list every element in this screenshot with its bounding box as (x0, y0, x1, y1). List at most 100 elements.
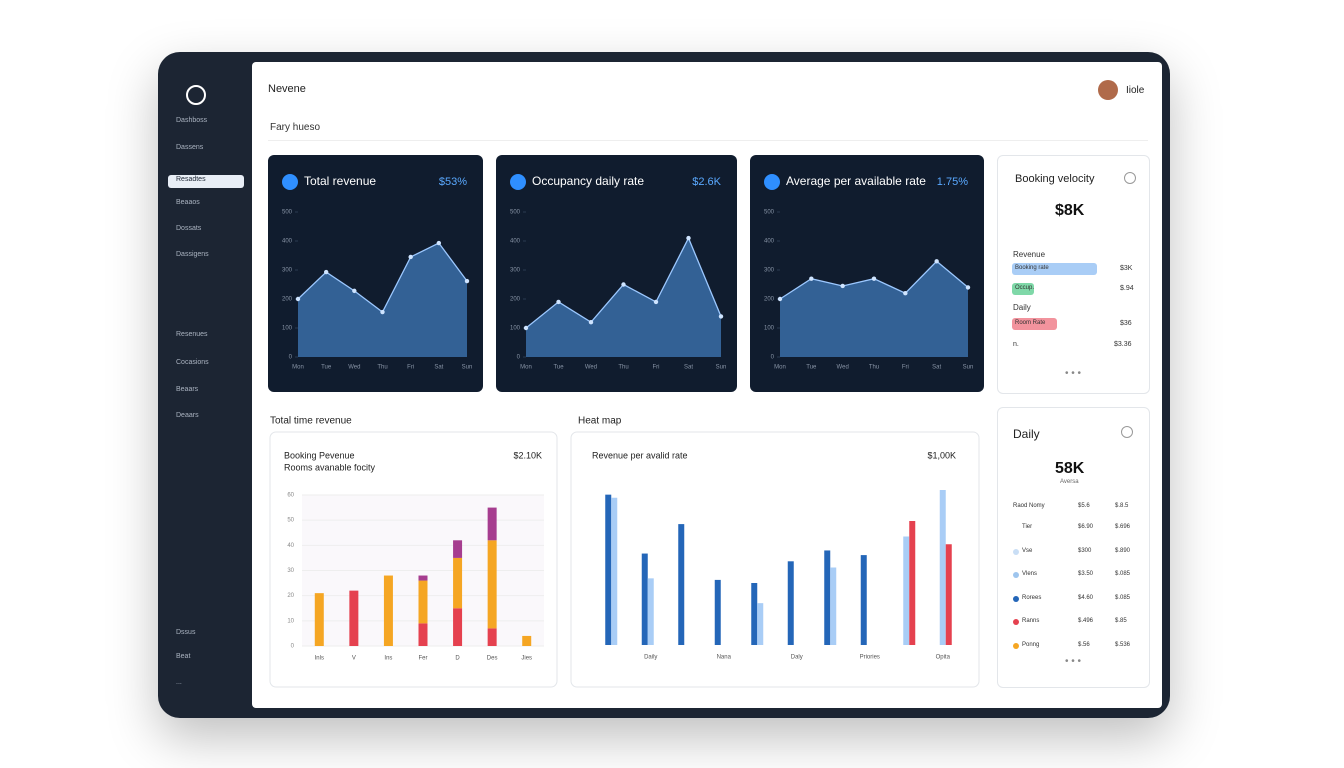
progress-bar (1012, 263, 1097, 275)
table-header: $5.6 (1078, 503, 1090, 509)
nav-item[interactable]: Resenues (176, 331, 208, 338)
chart-subtitle: Rooms avanable focity (284, 462, 376, 472)
table-cell: $3.50 (1078, 571, 1094, 577)
x-tick-label: Sun (716, 365, 727, 371)
info-icon[interactable] (1124, 172, 1136, 184)
x-tick-label: Sat (932, 365, 941, 371)
logo (186, 85, 206, 105)
pager-dots[interactable]: • • • (1065, 368, 1082, 379)
bar-segment (487, 540, 497, 629)
table-cell: $.496 (1078, 618, 1094, 624)
table-cell: $4.60 (1078, 594, 1094, 601)
y-tick-label: 40 (287, 543, 294, 549)
point (934, 259, 939, 264)
x-tick-label: Daly (791, 655, 803, 661)
x-tick-label: Tue (553, 365, 564, 371)
user-name: Iiole (1126, 85, 1145, 96)
table-cell: $.85 (1115, 618, 1127, 624)
nav-item[interactable]: Dashboss (176, 117, 208, 124)
table-header: $.8.5 (1115, 503, 1129, 509)
nav-item[interactable]: Beat (176, 653, 191, 660)
x-tick-label: Priories (860, 655, 880, 661)
chart-value: $53% (439, 176, 467, 188)
x-tick-label: Thu (869, 365, 879, 371)
point (464, 278, 470, 284)
nav-item[interactable]: Dassigens (176, 251, 209, 258)
bar-segment (453, 557, 463, 609)
point (436, 240, 442, 246)
velocity-value: $8K (1055, 202, 1085, 219)
table-cell: Vse (1022, 547, 1033, 554)
page-subtitle: Fary hueso (270, 122, 321, 133)
y-tick-label: 400 (764, 239, 775, 245)
x-tick-label: Wed (837, 365, 849, 371)
pager-dots[interactable]: • • • (1065, 656, 1082, 667)
x-tick-label: Daily (644, 655, 657, 661)
y-tick-label: 300 (764, 268, 775, 274)
x-tick-label: Opita (936, 655, 951, 661)
x-tick-label: Fri (653, 365, 660, 371)
bar (939, 490, 946, 645)
legend-dot (1013, 619, 1019, 625)
x-tick-label: Wed (348, 365, 360, 371)
nav-highlight[interactable] (168, 175, 244, 188)
point (653, 299, 659, 305)
bar (860, 555, 867, 645)
nav-item[interactable]: Cocasions (176, 359, 209, 366)
table-cell: Ponng (1022, 641, 1040, 648)
bar (824, 550, 831, 645)
nav-item[interactable]: Beaaos (176, 199, 200, 206)
area (298, 243, 467, 357)
legend-dot (1013, 642, 1019, 649)
page-title: Nevene (268, 83, 306, 95)
bar-segment (418, 623, 428, 646)
x-tick-label: Fer (419, 656, 428, 662)
info-icon[interactable] (1121, 426, 1133, 438)
nav-item[interactable]: ... (176, 679, 182, 686)
nav-item[interactable]: Dssus (176, 629, 196, 636)
footer-value: $3.36 (1114, 341, 1132, 348)
y-tick-label: 0 (289, 355, 293, 361)
nav-item[interactable]: Resadtes (176, 176, 206, 183)
y-tick-label: 100 (764, 326, 775, 332)
y-tick-label: 400 (510, 239, 521, 245)
x-tick-label: Ins (384, 656, 392, 662)
y-tick-label: 100 (510, 326, 521, 332)
section-title: Total time revenue (270, 416, 352, 427)
bar-value: $.94 (1120, 285, 1134, 292)
nav-item[interactable]: Beaars (176, 386, 199, 393)
y-tick-label: 0 (771, 355, 775, 361)
bar (751, 583, 758, 645)
x-tick-label: Sat (434, 365, 443, 371)
nav-item[interactable]: Dossats (176, 225, 202, 232)
daily-caption: Aversa (1060, 479, 1079, 485)
chart-value: $2.6K (692, 176, 721, 188)
table-cell: $.085 (1115, 594, 1131, 601)
point (965, 285, 971, 290)
bar-label: Room Rate (1015, 320, 1046, 326)
legend-dot (1013, 595, 1019, 602)
icon (764, 174, 780, 190)
divider (268, 140, 1148, 141)
y-tick-label: 500 (764, 210, 775, 216)
bar (714, 579, 721, 645)
velocity-title: Booking velocity (1015, 173, 1095, 185)
bar-value: $36 (1120, 320, 1132, 327)
table-cell: $.536 (1115, 641, 1131, 648)
point (588, 320, 594, 325)
point (777, 296, 783, 302)
y-tick-label: 30 (287, 568, 294, 574)
bar (647, 578, 654, 645)
bar-segment (418, 580, 428, 624)
x-tick-label: Sat (684, 365, 693, 371)
chart: Heat map Revenue per avalid rate $1,00K Dai… (570, 416, 980, 688)
bar-label: Occup. (1015, 285, 1035, 291)
bar (757, 603, 764, 645)
bar-segment (487, 507, 497, 541)
nav-item[interactable]: Deaars (176, 412, 199, 419)
avatar[interactable] (1098, 80, 1118, 100)
progress-bar (1012, 318, 1057, 330)
nav-item[interactable]: Dassens (176, 144, 204, 151)
chart-value: $2.10K (513, 450, 542, 460)
